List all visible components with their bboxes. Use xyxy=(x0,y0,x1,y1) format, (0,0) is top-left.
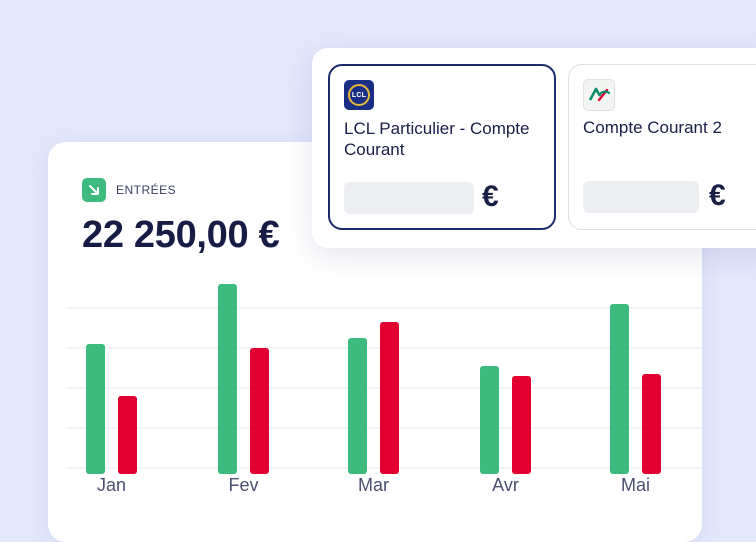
currency-symbol: € xyxy=(709,179,726,212)
x-tick-label: Jan xyxy=(97,475,126,495)
balance-placeholder xyxy=(583,181,699,213)
bar-mar-income xyxy=(348,338,367,474)
bar-avr-income xyxy=(480,366,499,474)
bar-mai-expense xyxy=(642,374,661,474)
x-tick-label: Avr xyxy=(492,475,519,495)
arrow-down-right-icon xyxy=(82,178,106,202)
bar-fev-income xyxy=(218,284,237,474)
x-tick-label: Mar xyxy=(358,475,389,495)
account-name: LCL Particulier - Compte Courant xyxy=(344,119,530,159)
credit-agricole-logo-icon xyxy=(583,79,615,111)
chart-bars xyxy=(86,284,661,474)
chart-x-labels: Jan Fev Mar Avr Mai xyxy=(97,475,650,495)
bar-fev-expense xyxy=(250,348,269,474)
x-tick-label: Fev xyxy=(228,475,258,495)
bar-jan-expense xyxy=(118,396,137,474)
total-amount: 22 250,00 € xyxy=(82,214,280,256)
account-name: Compte Courant 2 xyxy=(583,118,722,137)
account-card-compte-courant-2[interactable]: Compte Courant 2 € xyxy=(568,64,756,230)
bar-mar-expense xyxy=(380,322,399,474)
accounts-panel: LCL LCL Particulier - Compte Courant € C… xyxy=(312,48,756,248)
entrees-label: ENTRÉES xyxy=(116,183,177,197)
entrees-header: ENTRÉES xyxy=(82,178,176,202)
bar-mai-income xyxy=(610,304,629,474)
lcl-logo-icon: LCL xyxy=(344,80,374,110)
bar-jan-income xyxy=(86,344,105,474)
balance-placeholder xyxy=(344,182,474,214)
currency-symbol: € xyxy=(482,180,499,213)
bar-chart: Jan Fev Mar Avr Mai xyxy=(66,284,702,495)
account-card-lcl[interactable]: LCL LCL Particulier - Compte Courant € xyxy=(328,64,556,230)
bar-avr-expense xyxy=(512,376,531,474)
x-tick-label: Mai xyxy=(621,475,650,495)
